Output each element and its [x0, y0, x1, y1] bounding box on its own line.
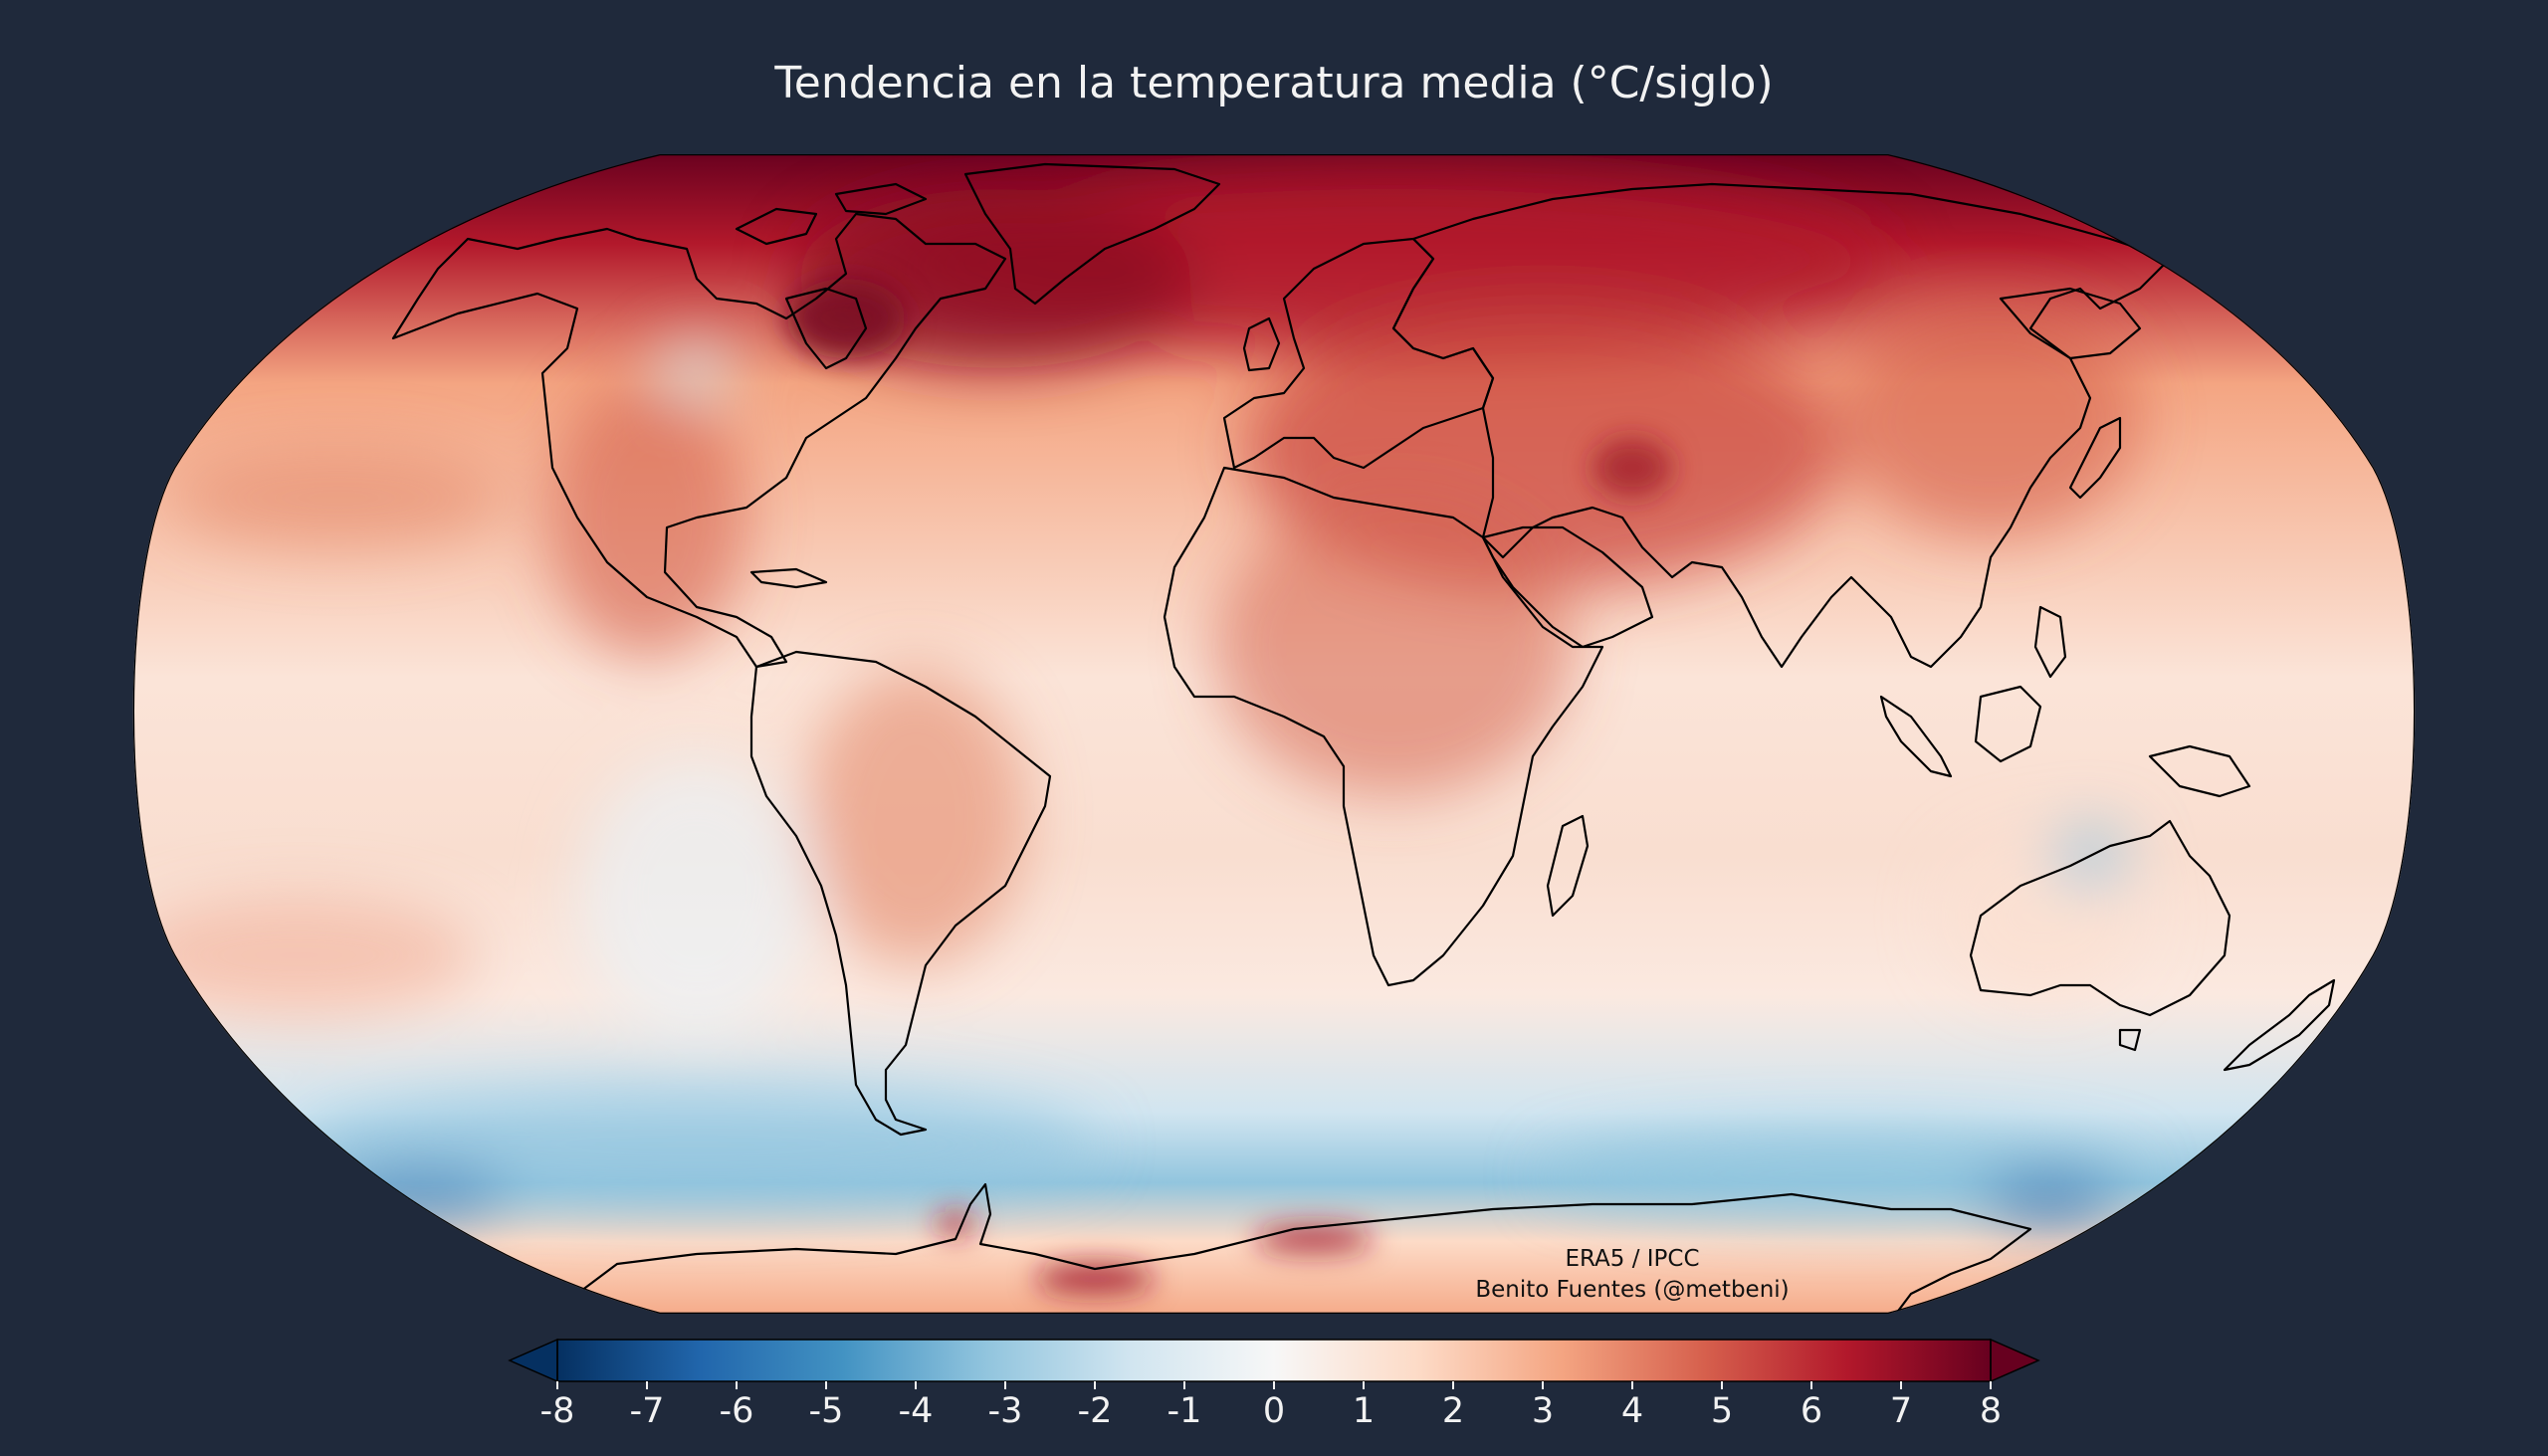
colorbar-extend-high — [1990, 1338, 2040, 1383]
coast-arabia — [1481, 525, 1654, 649]
colorbar-tick-label: -7 — [629, 1391, 665, 1431]
colorbar-gradient — [557, 1340, 1991, 1381]
coast-greenland — [963, 162, 1221, 306]
credit-text: ERA5 / IPCC Benito Fuentes (@metbeni) — [1359, 1244, 1906, 1306]
coast-sumatra — [1879, 695, 1953, 778]
colorbar-tick-label: -4 — [898, 1391, 934, 1431]
coast-philippines — [2033, 605, 2067, 679]
colorbar-tick-label: 6 — [1800, 1391, 1823, 1431]
colorbar-tick-label: 4 — [1620, 1391, 1644, 1431]
colorbar-extend-low — [508, 1338, 558, 1383]
coast-madagascar — [1546, 814, 1590, 918]
coast-arctic-islands — [735, 182, 928, 246]
coast-japan — [2068, 416, 2122, 500]
credit-source: ERA5 / IPCC — [1565, 1246, 1700, 1272]
map-boundary — [132, 154, 2416, 1314]
coast-north-america — [391, 212, 1007, 669]
coast-hudson-bay — [784, 287, 868, 370]
coast-australia — [1969, 819, 2231, 1017]
coast-britain — [1242, 316, 1281, 372]
coast-new-zealand — [2223, 978, 2336, 1072]
colorbar-tick-label: -2 — [1077, 1391, 1113, 1431]
colorbar-tick-label: 3 — [1531, 1391, 1555, 1431]
coast-kamchatka — [1999, 287, 2142, 360]
coast-borneo — [1974, 685, 2042, 763]
coast-tasmania — [2118, 1028, 2142, 1052]
colorbar-tick-label: -5 — [808, 1391, 844, 1431]
colorbar-tick-label: 2 — [1441, 1391, 1465, 1431]
coastlines — [132, 154, 2416, 1314]
coast-new-guinea — [2148, 744, 2251, 798]
colorbar-tick-label: 1 — [1352, 1391, 1376, 1431]
colorbar-tick-label: 5 — [1710, 1391, 1734, 1431]
map-title: Tendencia en la temperatura media (°C/si… — [774, 58, 1774, 108]
coast-antarctica — [575, 1182, 2032, 1314]
credit-author: Benito Fuentes (@metbeni) — [1475, 1277, 1790, 1303]
colorbar-tick-label: 0 — [1262, 1391, 1286, 1431]
colorbar-ticks — [556, 1381, 1992, 1389]
colorbar-tick-label: 8 — [1979, 1391, 2003, 1431]
coast-south-america — [749, 650, 1052, 1137]
colorbar-tick-label: -6 — [719, 1391, 754, 1431]
coast-cuba — [749, 567, 828, 589]
colorbar-tick-label: 7 — [1889, 1391, 1913, 1431]
colorbar-tick-label: -3 — [987, 1391, 1023, 1431]
colorbar-tick-label: -8 — [539, 1391, 575, 1431]
colorbar-tick-label: -1 — [1167, 1391, 1202, 1431]
